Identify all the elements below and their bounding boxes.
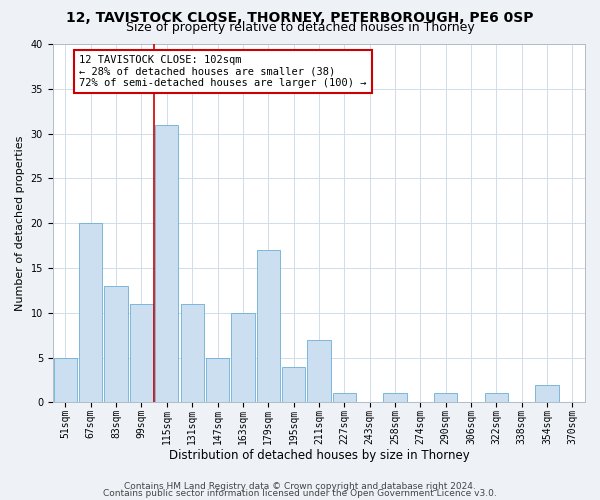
Bar [130,304,153,402]
Bar [54,358,77,403]
Bar [79,223,103,402]
Bar [104,286,128,403]
Bar [231,313,254,402]
Bar [535,384,559,402]
Bar [181,304,204,402]
Bar [257,250,280,402]
Bar [485,394,508,402]
Bar [282,366,305,402]
Bar [307,340,331,402]
Text: 12, TAVISTOCK CLOSE, THORNEY, PETERBOROUGH, PE6 0SP: 12, TAVISTOCK CLOSE, THORNEY, PETERBOROU… [66,11,534,25]
Text: Size of property relative to detached houses in Thorney: Size of property relative to detached ho… [125,22,475,35]
Bar [383,394,407,402]
Text: Contains HM Land Registry data © Crown copyright and database right 2024.: Contains HM Land Registry data © Crown c… [124,482,476,491]
Text: 12 TAVISTOCK CLOSE: 102sqm
← 28% of detached houses are smaller (38)
72% of semi: 12 TAVISTOCK CLOSE: 102sqm ← 28% of deta… [79,55,367,88]
Text: Contains public sector information licensed under the Open Government Licence v3: Contains public sector information licen… [103,490,497,498]
Y-axis label: Number of detached properties: Number of detached properties [15,136,25,311]
Bar [332,394,356,402]
Bar [206,358,229,403]
X-axis label: Distribution of detached houses by size in Thorney: Distribution of detached houses by size … [169,450,469,462]
Bar [155,124,178,402]
Bar [434,394,457,402]
